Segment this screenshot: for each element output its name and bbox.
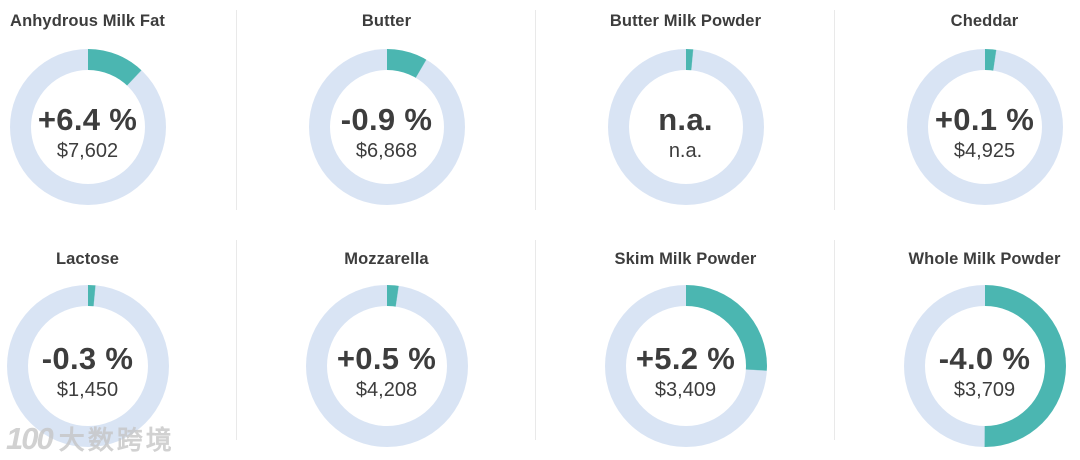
product-title: Cheddar — [950, 12, 1019, 30]
donut-center-labels: +6.4 % $7,602 — [10, 55, 166, 211]
donut-center-labels: -0.9 % $6,868 — [309, 55, 465, 211]
average-price: $6,868 — [355, 140, 418, 162]
product-card: Cheddar +0.1 % $4,925 — [835, 0, 1080, 230]
donut-center-labels: n.a. n.a. — [608, 55, 764, 211]
donut-center-labels: -0.3 % $1,450 — [7, 291, 169, 453]
donut-hole — [27, 306, 148, 426]
product-card: Whole Milk Powder -4.0 % $3,709 — [835, 230, 1080, 460]
average-price: $4,208 — [355, 379, 418, 401]
product-card: Mozzarella +0.5 % $4,208 — [237, 230, 536, 460]
average-price: $4,925 — [953, 140, 1016, 162]
donut-chart: +0.1 % $4,925 — [906, 49, 1063, 205]
product-title: Mozzarella — [344, 250, 429, 268]
donut-chart: +0.5 % $4,208 — [305, 285, 468, 447]
price-change-percent: +6.4 % — [37, 102, 138, 137]
donut-chart: -4.0 % $3,709 — [903, 285, 1066, 447]
price-change-percent: +5.2 % — [635, 341, 736, 376]
price-change-percent: -4.0 % — [938, 341, 1031, 376]
average-price: $1,450 — [56, 379, 119, 401]
donut-chart: +6.4 % $7,602 — [9, 49, 166, 205]
price-change-percent: +0.5 % — [336, 341, 437, 376]
product-card: Butter -0.9 % $6,868 — [237, 0, 536, 230]
product-title: Anhydrous Milk Fat — [10, 12, 165, 30]
average-price: $3,409 — [654, 379, 717, 401]
donut-chart: +5.2 % $3,409 — [604, 285, 767, 447]
product-title: Butter Milk Powder — [609, 12, 762, 30]
donut-hole — [30, 70, 145, 184]
product-title: Lactose — [55, 250, 120, 268]
product-card: Skim Milk Powder +5.2 % $3,409 — [536, 230, 835, 460]
donut-center-labels: +5.2 % $3,409 — [605, 291, 767, 453]
average-price: n.a. — [668, 140, 703, 162]
donut-hole — [625, 306, 746, 426]
donut-hole — [329, 70, 444, 184]
donut-chart: -0.9 % $6,868 — [308, 49, 465, 205]
donut-chart: n.a. n.a. — [607, 49, 764, 205]
donut-center-labels: +0.5 % $4,208 — [306, 291, 468, 453]
product-card: Anhydrous Milk Fat +6.4 % $7,602 — [0, 0, 237, 230]
grid-row-bottom: Lactose -0.3 % $1,450 Mozzarella +0.5 % … — [0, 230, 1080, 460]
donut-hole — [924, 306, 1045, 426]
average-price: $7,602 — [56, 140, 119, 162]
donut-hole — [927, 70, 1042, 184]
price-change-percent: -0.3 % — [41, 341, 134, 376]
donut-center-labels: -4.0 % $3,709 — [904, 291, 1066, 453]
grid-row-top: Anhydrous Milk Fat +6.4 % $7,602 Butter … — [0, 0, 1080, 230]
donut-hole — [326, 306, 447, 426]
donut-hole — [628, 70, 743, 184]
donut-center-labels: +0.1 % $4,925 — [907, 55, 1063, 211]
price-change-percent: -0.9 % — [340, 102, 433, 137]
product-card: Butter Milk Powder n.a. n.a. — [536, 0, 835, 230]
product-title: Butter — [361, 12, 412, 30]
product-card: Lactose -0.3 % $1,450 — [0, 230, 237, 460]
donut-chart: -0.3 % $1,450 — [6, 285, 169, 447]
price-change-percent: +0.1 % — [934, 102, 1035, 137]
product-title: Skim Milk Powder — [614, 250, 757, 268]
price-change-percent: n.a. — [658, 102, 713, 137]
average-price: $3,709 — [953, 379, 1016, 401]
product-title: Whole Milk Powder — [908, 250, 1061, 268]
